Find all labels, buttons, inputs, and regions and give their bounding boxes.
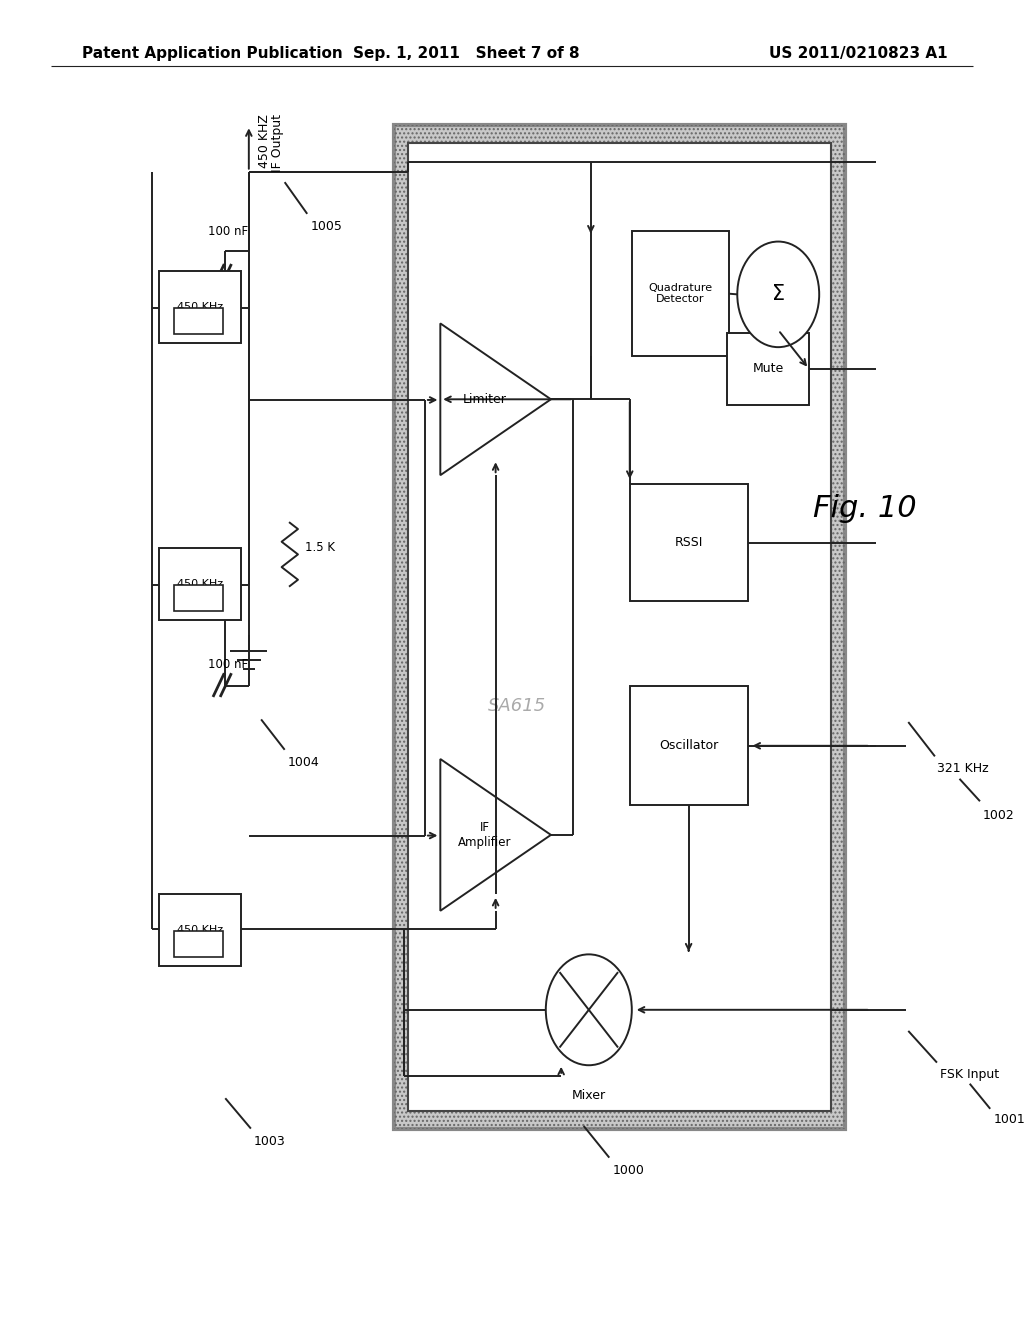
Text: 1.5 K: 1.5 K — [305, 541, 335, 554]
FancyBboxPatch shape — [727, 333, 809, 405]
Text: RSSI: RSSI — [675, 536, 702, 549]
Text: Oscillator: Oscillator — [659, 739, 718, 752]
FancyBboxPatch shape — [174, 585, 223, 611]
Text: IF Output: IF Output — [271, 114, 285, 172]
Text: 1002: 1002 — [983, 809, 1015, 822]
Text: Mixer: Mixer — [571, 1089, 606, 1102]
Circle shape — [546, 954, 632, 1065]
FancyBboxPatch shape — [630, 484, 748, 601]
Text: Mute: Mute — [753, 363, 783, 375]
FancyBboxPatch shape — [174, 308, 223, 334]
FancyBboxPatch shape — [159, 271, 241, 343]
Text: FSK Input: FSK Input — [940, 1068, 999, 1081]
Text: 100 nF: 100 nF — [208, 657, 249, 671]
Text: Sep. 1, 2011   Sheet 7 of 8: Sep. 1, 2011 Sheet 7 of 8 — [352, 46, 580, 61]
Text: IF
Amplifier: IF Amplifier — [458, 821, 511, 849]
FancyBboxPatch shape — [394, 125, 845, 1129]
Text: 1004: 1004 — [288, 756, 319, 770]
FancyBboxPatch shape — [159, 894, 241, 966]
Text: Patent Application Publication: Patent Application Publication — [82, 46, 343, 61]
Text: Fig. 10: Fig. 10 — [813, 494, 918, 523]
Text: 1001: 1001 — [993, 1113, 1024, 1126]
Text: 1003: 1003 — [254, 1135, 286, 1148]
Text: 450 KHz: 450 KHz — [176, 302, 223, 312]
Text: US 2011/0210823 A1: US 2011/0210823 A1 — [769, 46, 947, 61]
Text: 450 KHz: 450 KHz — [176, 579, 223, 589]
Text: 321 KHz: 321 KHz — [937, 762, 988, 775]
FancyBboxPatch shape — [632, 231, 729, 356]
FancyBboxPatch shape — [159, 548, 241, 620]
Text: 1005: 1005 — [310, 220, 342, 234]
Circle shape — [737, 242, 819, 347]
Text: 100 nF: 100 nF — [208, 224, 249, 238]
Text: $\Sigma$: $\Sigma$ — [771, 284, 785, 305]
Text: 450 KHZ: 450 KHZ — [258, 115, 271, 168]
FancyBboxPatch shape — [408, 143, 831, 1111]
Text: Limiter: Limiter — [463, 393, 507, 405]
Text: Quadrature
Detector: Quadrature Detector — [648, 282, 713, 305]
Text: SA615: SA615 — [488, 697, 546, 715]
Text: 1000: 1000 — [612, 1164, 644, 1177]
FancyBboxPatch shape — [630, 686, 748, 805]
Text: 450 KHz: 450 KHz — [176, 925, 223, 935]
FancyBboxPatch shape — [174, 931, 223, 957]
